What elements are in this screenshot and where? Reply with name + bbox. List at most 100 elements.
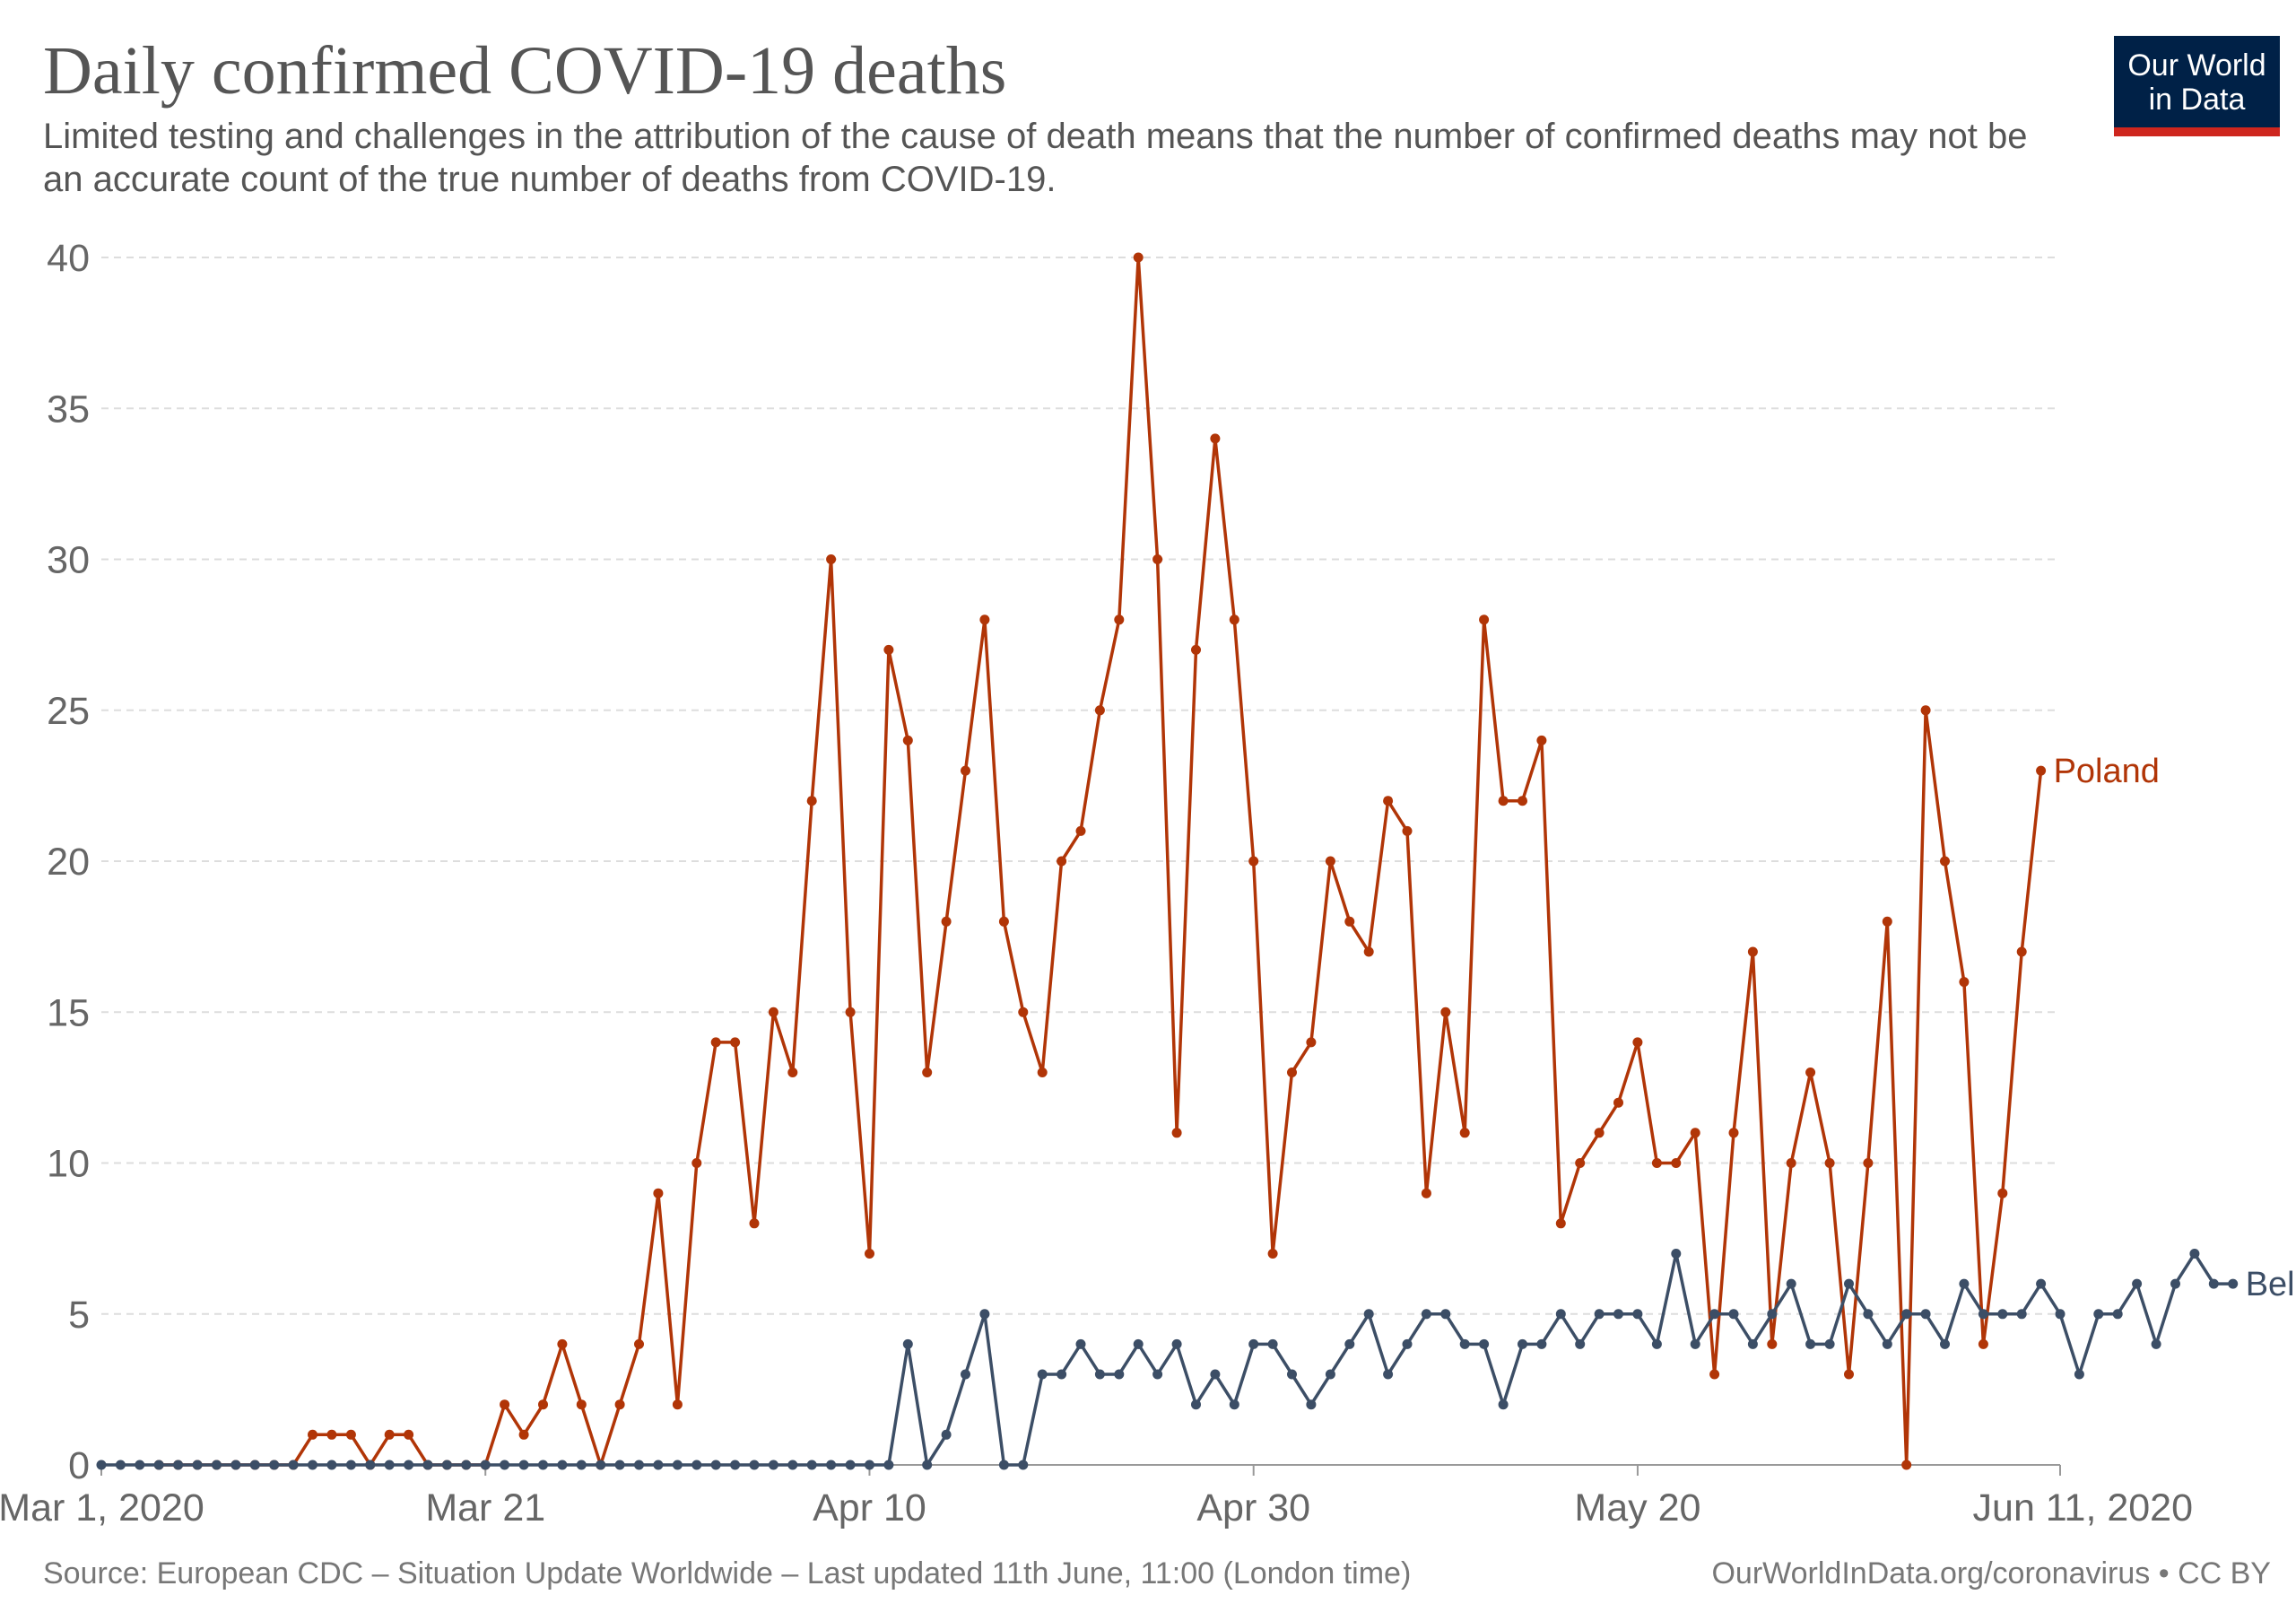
data-point-poland[interactable]	[1459, 1128, 1470, 1138]
data-point-belarus[interactable]	[441, 1460, 452, 1470]
data-point-belarus[interactable]	[1940, 1338, 1950, 1349]
data-point-poland[interactable]	[768, 1007, 778, 1017]
data-point-poland[interactable]	[1075, 825, 1086, 836]
data-point-poland[interactable]	[1940, 856, 1950, 867]
data-point-belarus[interactable]	[2036, 1278, 2047, 1289]
data-point-belarus[interactable]	[135, 1460, 145, 1470]
data-point-belarus[interactable]	[2112, 1309, 2123, 1320]
data-point-belarus[interactable]	[710, 1460, 721, 1470]
data-point-poland[interactable]	[384, 1429, 395, 1440]
data-point-belarus[interactable]	[1555, 1309, 1566, 1320]
data-point-belarus[interactable]	[326, 1460, 337, 1470]
data-point-belarus[interactable]	[1057, 1369, 1067, 1380]
data-point-belarus[interactable]	[288, 1460, 299, 1470]
data-point-belarus[interactable]	[1575, 1338, 1586, 1349]
data-point-belarus[interactable]	[1594, 1309, 1605, 1320]
data-point-belarus[interactable]	[1421, 1309, 1431, 1320]
data-point-belarus[interactable]	[922, 1460, 933, 1470]
data-point-poland[interactable]	[1325, 856, 1335, 867]
data-point-poland[interactable]	[1152, 554, 1163, 564]
data-point-belarus[interactable]	[557, 1460, 568, 1470]
data-point-belarus[interactable]	[1824, 1338, 1835, 1349]
data-point-poland[interactable]	[1191, 644, 1201, 655]
data-point-poland[interactable]	[2036, 765, 2047, 776]
data-point-belarus[interactable]	[1114, 1369, 1125, 1380]
data-point-belarus[interactable]	[787, 1460, 798, 1470]
data-point-poland[interactable]	[865, 1249, 874, 1259]
data-point-belarus[interactable]	[1459, 1338, 1470, 1349]
data-point-poland[interactable]	[961, 765, 970, 776]
data-point-belarus[interactable]	[1997, 1309, 2008, 1320]
data-point-belarus[interactable]	[96, 1460, 107, 1470]
data-point-poland[interactable]	[730, 1037, 741, 1048]
data-point-belarus[interactable]	[2170, 1278, 2180, 1289]
data-point-belarus[interactable]	[1191, 1399, 1201, 1410]
data-point-belarus[interactable]	[1210, 1369, 1221, 1380]
data-point-poland[interactable]	[1997, 1188, 2008, 1198]
data-point-belarus[interactable]	[1267, 1338, 1278, 1349]
data-point-belarus[interactable]	[883, 1460, 894, 1470]
data-point-poland[interactable]	[710, 1037, 721, 1048]
data-point-poland[interactable]	[1901, 1460, 1912, 1470]
data-point-belarus[interactable]	[1248, 1338, 1259, 1349]
data-point-poland[interactable]	[1844, 1369, 1854, 1380]
data-point-belarus[interactable]	[1518, 1338, 1527, 1349]
data-point-poland[interactable]	[1248, 856, 1259, 867]
data-point-poland[interactable]	[1114, 614, 1125, 625]
data-point-belarus[interactable]	[365, 1460, 376, 1470]
data-point-belarus[interactable]	[212, 1460, 222, 1470]
data-point-belarus[interactable]	[653, 1460, 664, 1470]
data-point-poland[interactable]	[1920, 705, 1931, 716]
data-point-belarus[interactable]	[1805, 1338, 1816, 1349]
data-point-belarus[interactable]	[768, 1460, 778, 1470]
data-point-belarus[interactable]	[345, 1460, 356, 1470]
data-point-poland[interactable]	[557, 1338, 568, 1349]
data-point-poland[interactable]	[1536, 735, 1547, 745]
data-point-poland[interactable]	[1210, 433, 1221, 444]
data-point-belarus[interactable]	[1229, 1399, 1239, 1410]
data-point-belarus[interactable]	[2074, 1369, 2084, 1380]
data-point-belarus[interactable]	[1901, 1309, 1912, 1320]
data-point-belarus[interactable]	[2208, 1278, 2219, 1289]
data-point-poland[interactable]	[576, 1399, 587, 1410]
data-point-poland[interactable]	[1402, 825, 1413, 836]
footer-link[interactable]: OurWorldInData.org/coronavirus • CC BY	[1711, 1556, 2271, 1590]
data-point-belarus[interactable]	[826, 1460, 837, 1470]
data-point-poland[interactable]	[1306, 1037, 1317, 1048]
data-point-poland[interactable]	[1594, 1128, 1605, 1138]
data-point-poland[interactable]	[1133, 252, 1144, 263]
data-point-belarus[interactable]	[941, 1429, 952, 1440]
data-point-poland[interactable]	[1171, 1128, 1182, 1138]
data-point-poland[interactable]	[518, 1429, 529, 1440]
data-point-poland[interactable]	[1267, 1249, 1278, 1259]
data-point-poland[interactable]	[1057, 856, 1067, 867]
data-point-belarus[interactable]	[998, 1460, 1009, 1470]
data-point-belarus[interactable]	[2228, 1278, 2239, 1289]
data-point-poland[interactable]	[672, 1399, 683, 1410]
data-point-belarus[interactable]	[1978, 1309, 1988, 1320]
data-point-poland[interactable]	[1229, 614, 1239, 625]
data-point-poland[interactable]	[326, 1429, 337, 1440]
data-point-belarus[interactable]	[461, 1460, 472, 1470]
data-point-belarus[interactable]	[961, 1369, 970, 1380]
data-point-poland[interactable]	[1287, 1068, 1297, 1077]
data-point-poland[interactable]	[345, 1429, 356, 1440]
data-point-poland[interactable]	[1421, 1188, 1431, 1198]
data-point-poland[interactable]	[1882, 916, 1892, 927]
data-point-belarus[interactable]	[749, 1460, 760, 1470]
data-point-belarus[interactable]	[518, 1460, 529, 1470]
data-point-belarus[interactable]	[384, 1460, 395, 1470]
data-point-belarus[interactable]	[173, 1460, 184, 1470]
data-point-poland[interactable]	[1575, 1158, 1586, 1168]
data-point-belarus[interactable]	[1690, 1338, 1700, 1349]
data-point-belarus[interactable]	[596, 1460, 606, 1470]
data-point-belarus[interactable]	[576, 1460, 587, 1470]
data-point-belarus[interactable]	[902, 1338, 913, 1349]
data-point-belarus[interactable]	[1325, 1369, 1335, 1380]
data-point-belarus[interactable]	[1882, 1338, 1892, 1349]
data-point-belarus[interactable]	[2151, 1338, 2161, 1349]
data-point-belarus[interactable]	[2093, 1309, 2104, 1320]
data-point-belarus[interactable]	[672, 1460, 683, 1470]
data-point-poland[interactable]	[1805, 1068, 1816, 1077]
data-point-poland[interactable]	[538, 1399, 548, 1410]
